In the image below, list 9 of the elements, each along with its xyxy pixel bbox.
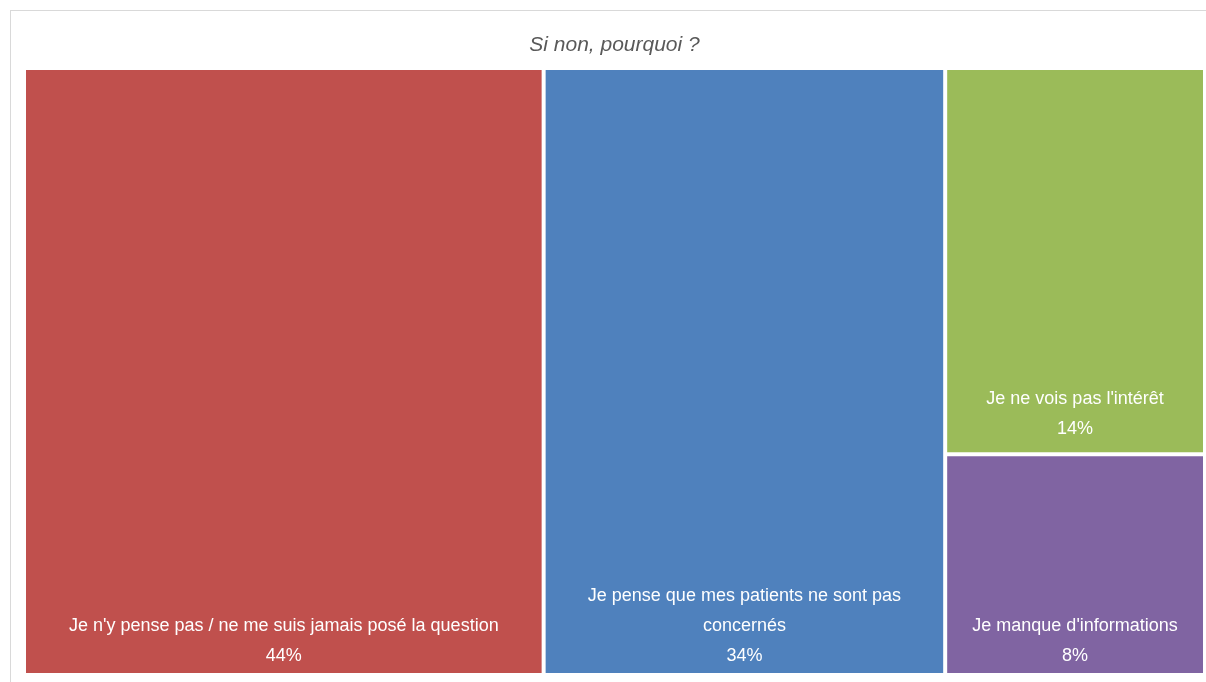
category-label: Je ne vois pas l'intérêt	[986, 388, 1164, 409]
data-label: 44%	[265, 645, 302, 665]
category-label: Je n'y pense pas / ne me suis jamais posé la question	[68, 615, 499, 635]
category-label: Je pense que mes patients ne sont pas concernés	[587, 585, 902, 635]
data-label: 14%	[1057, 418, 1094, 439]
category-label: Je manque d'informations	[972, 615, 1178, 635]
data-label: 34%	[726, 645, 763, 665]
data-label: 8%	[1062, 645, 1089, 665]
text: Si non, pourquoi ?	[529, 32, 701, 55]
